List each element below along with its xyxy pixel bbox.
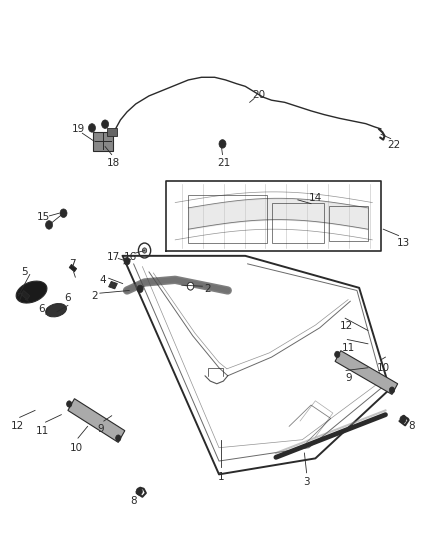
Text: 19: 19 <box>71 124 85 134</box>
Text: 10: 10 <box>377 363 390 373</box>
Text: 17: 17 <box>107 252 120 262</box>
Text: 13: 13 <box>396 238 410 247</box>
Text: 16: 16 <box>124 252 137 262</box>
Text: 2: 2 <box>205 284 212 294</box>
Bar <box>93 132 113 151</box>
Circle shape <box>335 351 340 358</box>
Circle shape <box>60 209 67 217</box>
Polygon shape <box>335 351 398 394</box>
Text: 5: 5 <box>21 267 28 277</box>
Text: 9: 9 <box>97 424 104 434</box>
Polygon shape <box>68 399 125 442</box>
Circle shape <box>400 416 406 423</box>
Circle shape <box>67 401 72 407</box>
Circle shape <box>187 282 194 290</box>
Polygon shape <box>69 264 77 272</box>
Circle shape <box>389 387 395 393</box>
Ellipse shape <box>16 281 47 303</box>
Text: 12: 12 <box>339 321 353 331</box>
Text: 3: 3 <box>303 478 310 487</box>
Bar <box>328 206 368 241</box>
Text: 8: 8 <box>408 422 415 431</box>
Text: 21: 21 <box>217 158 230 167</box>
Text: 11: 11 <box>36 426 49 435</box>
Text: 7: 7 <box>69 259 76 269</box>
Text: 15: 15 <box>37 213 50 222</box>
Circle shape <box>46 221 53 229</box>
Text: 9: 9 <box>345 374 352 383</box>
Text: 4: 4 <box>99 275 106 285</box>
Circle shape <box>124 257 130 265</box>
Text: 20: 20 <box>252 90 265 100</box>
Text: 11: 11 <box>342 343 355 352</box>
Ellipse shape <box>46 303 67 317</box>
Polygon shape <box>21 290 30 300</box>
Text: 14: 14 <box>309 193 322 203</box>
Text: 2: 2 <box>91 291 98 301</box>
Circle shape <box>88 124 95 132</box>
Text: 12: 12 <box>11 422 24 431</box>
Polygon shape <box>109 281 117 289</box>
Text: 22: 22 <box>388 140 401 150</box>
Text: 10: 10 <box>70 443 83 453</box>
Bar <box>272 203 324 243</box>
Bar <box>107 128 117 136</box>
Text: 8: 8 <box>130 496 137 506</box>
Text: 6: 6 <box>38 304 45 314</box>
Circle shape <box>116 435 121 441</box>
Circle shape <box>137 285 143 293</box>
Text: 18: 18 <box>107 158 120 167</box>
Text: 6: 6 <box>64 294 71 303</box>
Circle shape <box>219 140 226 148</box>
Circle shape <box>142 248 147 253</box>
Text: 7: 7 <box>16 294 23 303</box>
Circle shape <box>102 120 109 128</box>
Text: 1: 1 <box>218 472 225 482</box>
Bar <box>188 195 267 243</box>
Circle shape <box>136 488 142 495</box>
